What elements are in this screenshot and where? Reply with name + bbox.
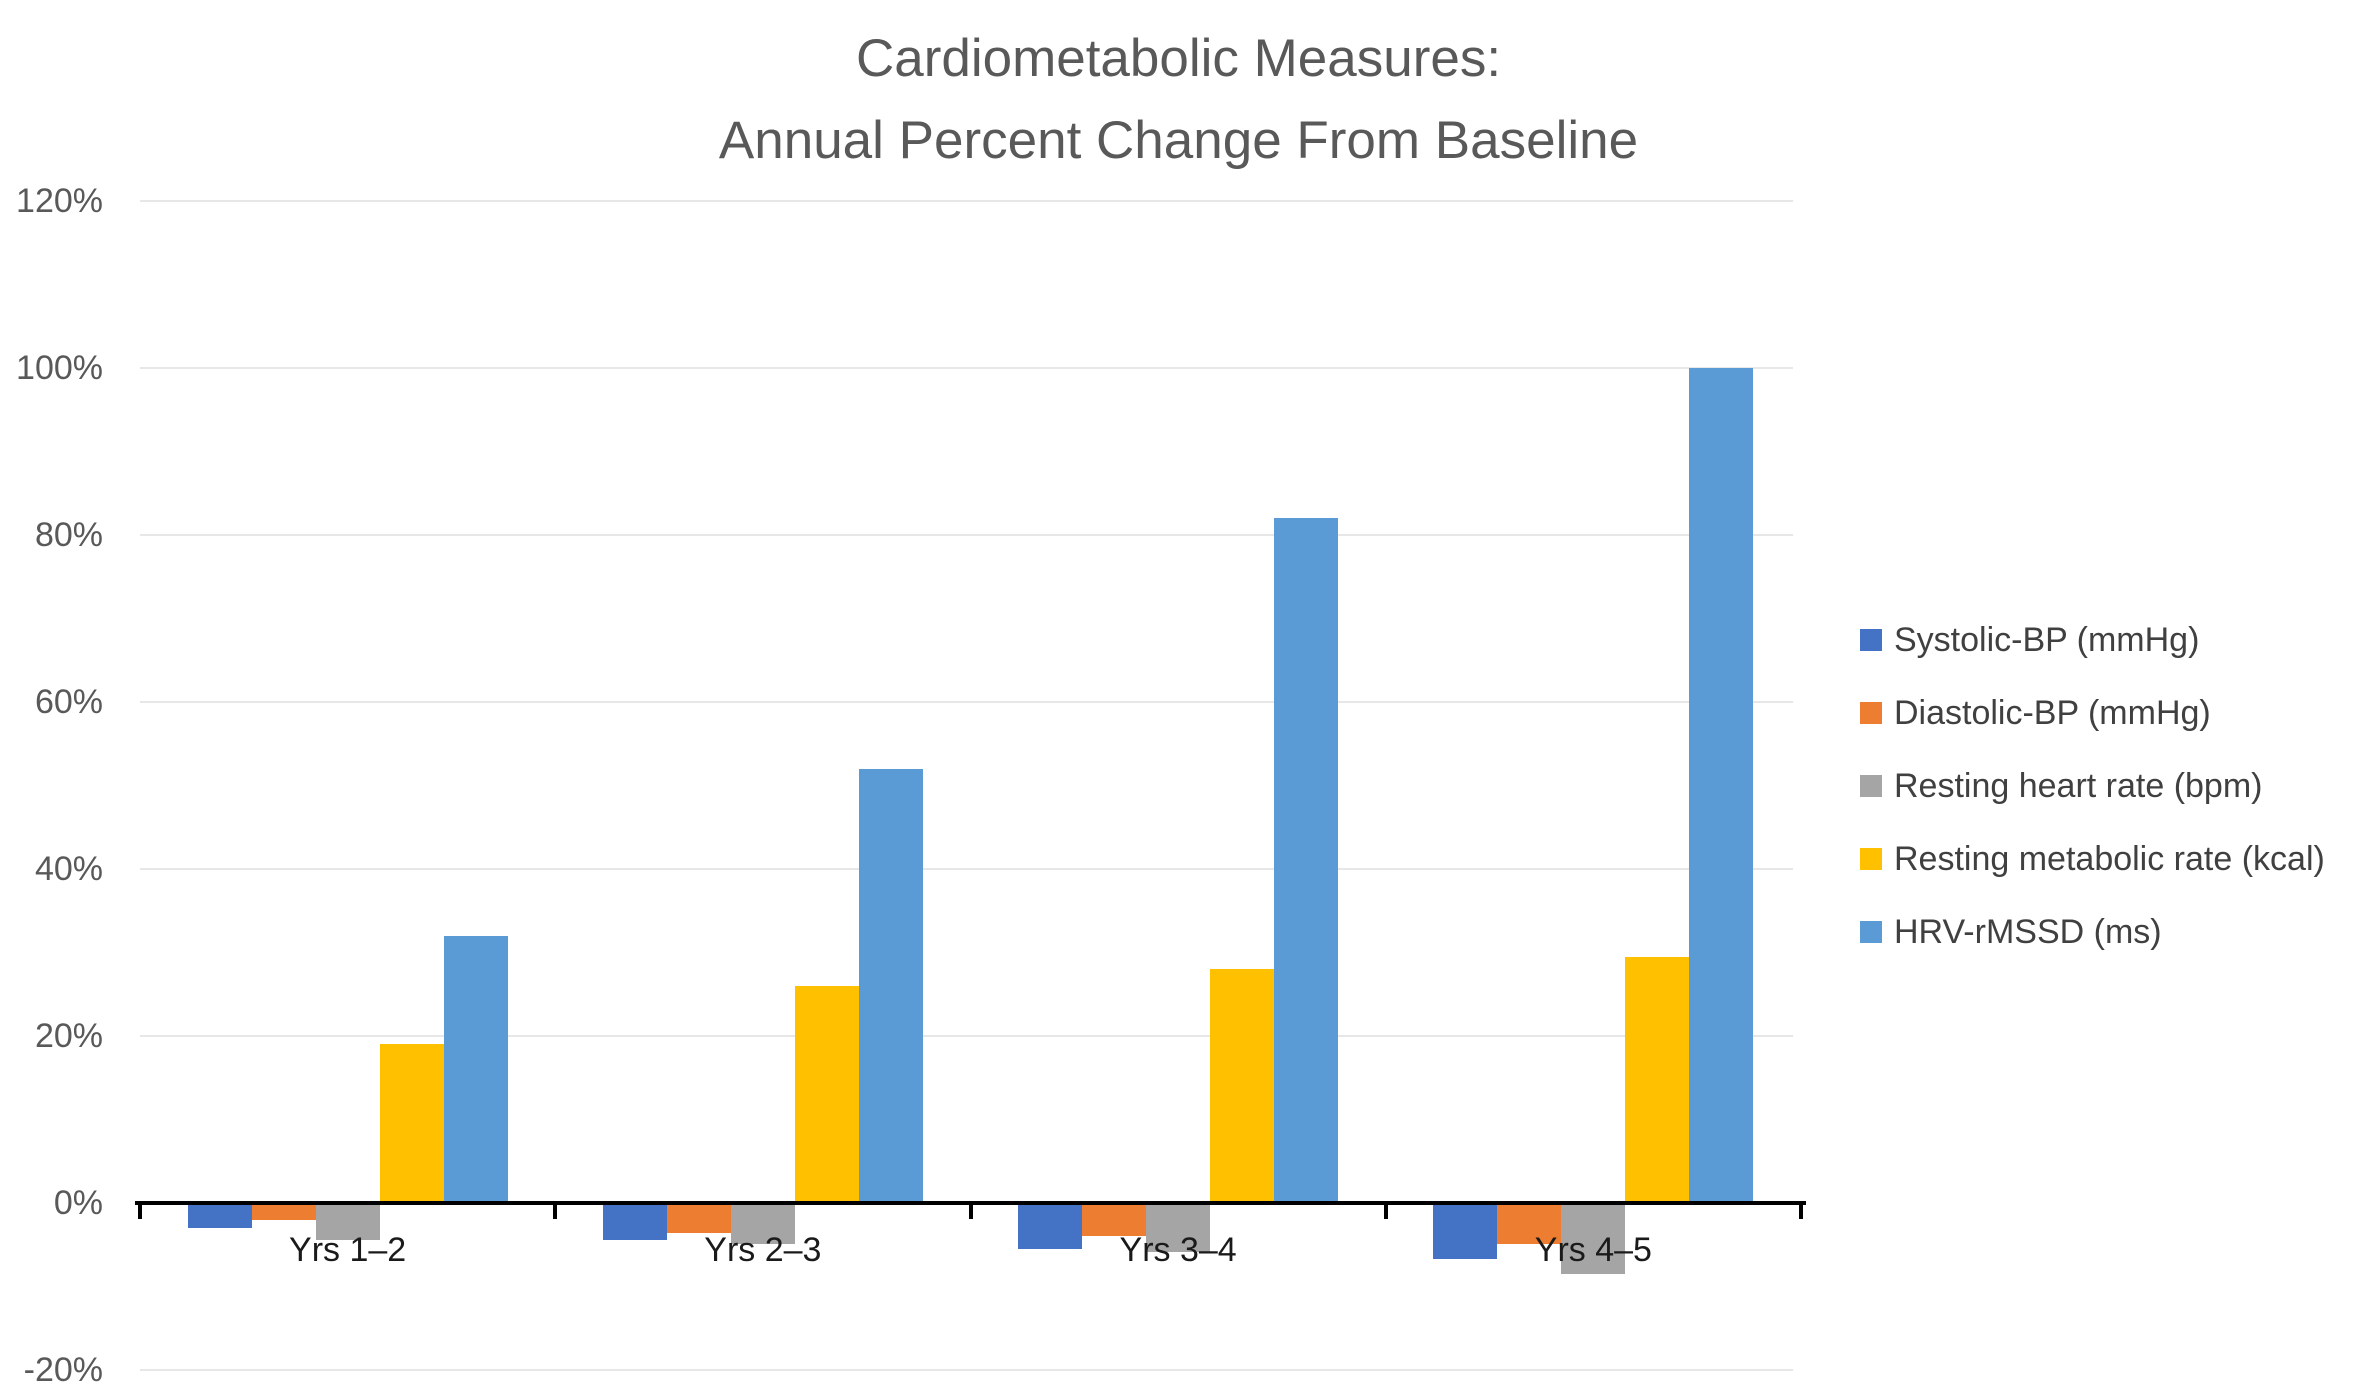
legend-swatch-icon: [1860, 775, 1882, 797]
gridline: [140, 200, 1793, 202]
bar: [1689, 368, 1754, 1203]
legend-item: Systolic-BP (mmHg): [1860, 618, 2199, 662]
gridline: [140, 701, 1793, 703]
bar: [443, 935, 508, 1203]
bar: [1625, 956, 1690, 1203]
y-axis-tick-label: 100%: [16, 349, 103, 387]
x-axis-tick: [553, 1203, 558, 1219]
gridline: [140, 1369, 1793, 1371]
bar: [858, 768, 923, 1203]
bar: [315, 1205, 380, 1241]
chart-title-line1: Cardiometabolic Measures:: [855, 29, 1502, 88]
legend-swatch-icon: [1860, 629, 1882, 651]
category-label: Yrs 4–5: [1534, 1231, 1652, 1269]
bar: [666, 1205, 731, 1233]
bar: [1082, 1205, 1147, 1236]
bar: [1497, 1205, 1562, 1245]
chart-title: Cardiometabolic Measures: Annual Percent…: [0, 18, 2357, 182]
x-axis-tick: [1799, 1203, 1803, 1219]
y-axis-tick-label: 120%: [16, 182, 103, 220]
legend-label: Diastolic-BP (mmHg): [1894, 693, 2211, 732]
category-label: Yrs 3–4: [1119, 1231, 1237, 1269]
legend-label: Resting metabolic rate (kcal): [1894, 839, 2325, 878]
gridline: [140, 534, 1793, 536]
y-axis-tick-label: 80%: [34, 516, 103, 554]
bar: [794, 985, 859, 1203]
legend-swatch-icon: [1860, 848, 1882, 870]
gridline: [140, 1035, 1793, 1037]
legend-swatch-icon: [1860, 921, 1882, 943]
bar: [1210, 969, 1275, 1203]
legend-label: HRV-rMSSD (ms): [1894, 912, 2162, 951]
legend-label: Resting heart rate (bpm): [1894, 766, 2263, 805]
bar: [730, 1205, 795, 1245]
bar: [1561, 1205, 1626, 1275]
bar: [187, 1205, 252, 1229]
bar: [1433, 1205, 1498, 1260]
legend-label: Systolic-BP (mmHg): [1894, 620, 2200, 659]
bar: [1018, 1205, 1083, 1250]
chart-title-line2: Annual Percent Change From Baseline: [718, 111, 1639, 171]
x-axis-tick: [1383, 1203, 1388, 1219]
category-label: Yrs 2–3: [704, 1231, 822, 1269]
bar: [1146, 1205, 1211, 1252]
legend-item: HRV-rMSSD (ms): [1860, 910, 2162, 954]
legend-swatch-icon: [1860, 702, 1882, 724]
y-axis-tick-label: 0%: [53, 1184, 103, 1222]
legend-item: Resting heart rate (bpm): [1860, 764, 2263, 808]
y-axis-tick-label: -20%: [23, 1351, 103, 1389]
bar: [251, 1205, 316, 1221]
x-axis-tick: [138, 1203, 142, 1219]
bar: [602, 1205, 667, 1241]
y-axis-tick-label: 20%: [34, 1017, 103, 1055]
legend-item: Diastolic-BP (mmHg): [1860, 691, 2211, 735]
legend-item: Resting metabolic rate (kcal): [1860, 837, 2325, 881]
y-axis-tick-label: 40%: [34, 850, 103, 888]
category-label: Yrs 1–2: [289, 1231, 407, 1269]
y-axis-tick-label: 60%: [34, 683, 103, 721]
gridline: [140, 367, 1793, 369]
gridline: [140, 868, 1793, 870]
bar: [379, 1044, 444, 1203]
bar: [1274, 518, 1339, 1203]
x-axis-tick: [968, 1203, 973, 1219]
